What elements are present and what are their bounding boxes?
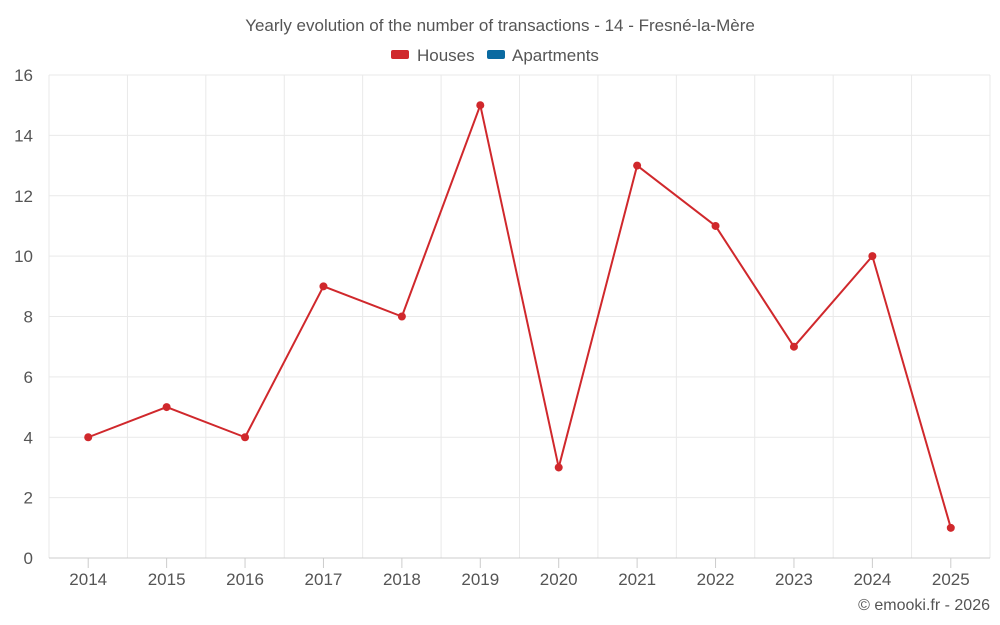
y-tick-label: 8: [24, 308, 33, 327]
data-point-houses[interactable]: [476, 101, 485, 110]
x-tick-label: 2020: [540, 570, 578, 589]
x-tick-label: 2022: [697, 570, 735, 589]
data-point-houses[interactable]: [319, 282, 328, 291]
legend-label-apartments: Apartments: [512, 46, 599, 65]
legend-item-houses[interactable]: Houses: [391, 46, 475, 65]
data-point-houses[interactable]: [633, 161, 642, 170]
x-axis-ticks: 2014 2015 2016 2017 2018 2019 2020 2021 2022 2023…: [69, 558, 970, 589]
data-point-houses[interactable]: [554, 463, 563, 472]
y-tick-label: 2: [24, 489, 33, 508]
y-axis-ticks: 0 2 4 6 8 10 12 14 16: [14, 66, 33, 568]
data-point-houses[interactable]: [868, 252, 877, 261]
x-tick-label: 2023: [775, 570, 813, 589]
x-tick-label: 2014: [69, 570, 107, 589]
legend-swatch-houses: [391, 50, 409, 59]
y-tick-label: 16: [14, 66, 33, 85]
x-tick-label: 2024: [853, 570, 891, 589]
series-line-houses: [87, 104, 952, 529]
x-tick-label: 2018: [383, 570, 421, 589]
chart-title: Yearly evolution of the number of transa…: [245, 16, 755, 35]
x-tick-label: 2016: [226, 570, 264, 589]
data-point-houses[interactable]: [711, 221, 720, 230]
x-tick-label: 2017: [305, 570, 343, 589]
data-point-houses[interactable]: [162, 403, 171, 412]
x-tick-label: 2019: [461, 570, 499, 589]
x-tick-label: 2015: [148, 570, 186, 589]
data-point-houses[interactable]: [84, 433, 93, 442]
y-tick-label: 0: [24, 549, 33, 568]
legend-label-houses: Houses: [417, 46, 475, 65]
data-point-houses[interactable]: [397, 312, 406, 321]
y-tick-label: 14: [14, 126, 33, 145]
data-point-houses[interactable]: [241, 433, 250, 442]
series-layer: [84, 101, 955, 532]
y-tick-label: 12: [14, 187, 33, 206]
gridlines: [48, 74, 991, 559]
legend-item-apartments[interactable]: Apartments: [487, 46, 599, 65]
legend: Houses Apartments: [391, 46, 599, 65]
y-tick-label: 10: [14, 247, 33, 266]
legend-swatch-apartments: [487, 50, 505, 59]
credit: © emooki.fr - 2026: [858, 597, 990, 614]
x-tick-label: 2025: [932, 570, 970, 589]
y-tick-label: 6: [24, 368, 33, 387]
x-tick-label: 2021: [618, 570, 656, 589]
y-tick-label: 4: [24, 428, 33, 447]
data-point-houses[interactable]: [946, 523, 955, 532]
data-point-houses[interactable]: [789, 342, 798, 351]
